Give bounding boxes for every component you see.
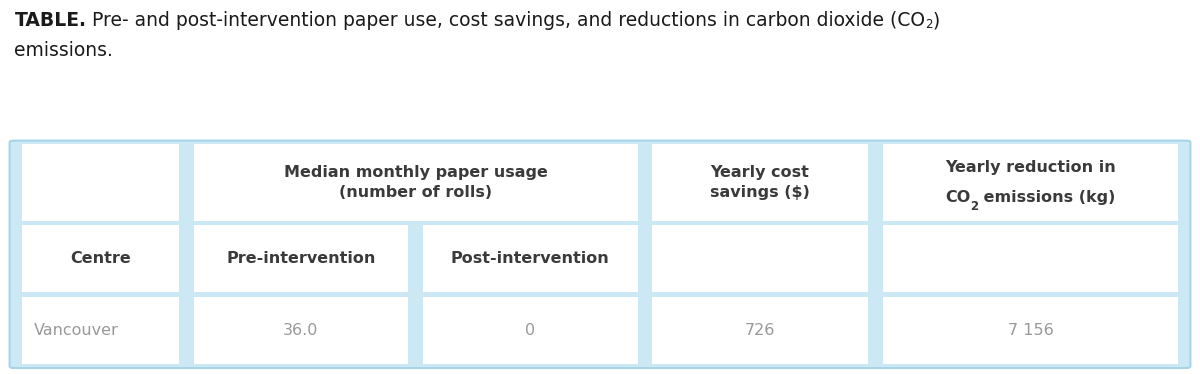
Text: Yearly reduction in: Yearly reduction in: [946, 160, 1116, 175]
FancyBboxPatch shape: [882, 297, 1178, 364]
Text: 36.0: 36.0: [283, 323, 319, 338]
FancyBboxPatch shape: [882, 225, 1178, 292]
FancyBboxPatch shape: [10, 141, 1190, 368]
Text: Post-intervention: Post-intervention: [451, 251, 610, 266]
Text: ): ): [932, 11, 940, 30]
Text: CO: CO: [946, 190, 971, 205]
FancyBboxPatch shape: [652, 225, 868, 292]
Text: 2: 2: [971, 200, 978, 213]
FancyBboxPatch shape: [422, 225, 637, 292]
FancyBboxPatch shape: [193, 297, 408, 364]
FancyBboxPatch shape: [882, 144, 1178, 221]
FancyBboxPatch shape: [22, 297, 179, 364]
FancyBboxPatch shape: [193, 225, 408, 292]
Text: 0: 0: [526, 323, 535, 338]
Text: 2: 2: [925, 18, 932, 31]
Text: Centre: Centre: [70, 251, 131, 266]
Text: Pre-intervention: Pre-intervention: [227, 251, 376, 266]
FancyBboxPatch shape: [22, 225, 179, 292]
Text: emissions (kg): emissions (kg): [978, 190, 1116, 205]
FancyBboxPatch shape: [652, 144, 868, 221]
Text: Vancouver: Vancouver: [34, 323, 119, 338]
Text: 726: 726: [745, 323, 775, 338]
Text: 7 156: 7 156: [1008, 323, 1054, 338]
Text: Yearly cost
savings ($): Yearly cost savings ($): [710, 165, 810, 200]
Text: emissions.: emissions.: [14, 41, 113, 60]
Text: Pre- and post-intervention paper use, cost savings, and reductions in carbon dio: Pre- and post-intervention paper use, co…: [86, 11, 925, 30]
FancyBboxPatch shape: [22, 144, 179, 221]
Text: Median monthly paper usage
(number of rolls): Median monthly paper usage (number of ro…: [283, 165, 547, 200]
FancyBboxPatch shape: [652, 297, 868, 364]
FancyBboxPatch shape: [422, 297, 637, 364]
FancyBboxPatch shape: [193, 144, 637, 221]
Text: TABLE.: TABLE.: [14, 11, 86, 30]
